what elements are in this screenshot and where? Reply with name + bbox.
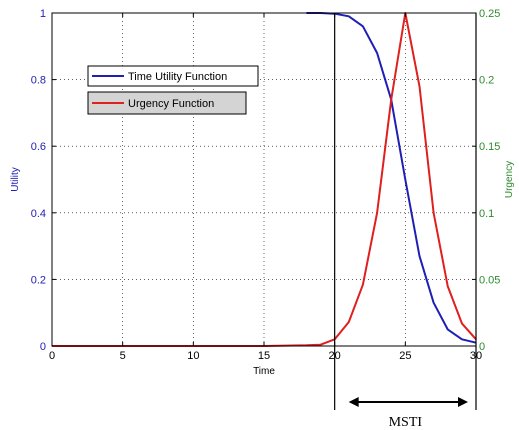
y-axis-left-label: Utility bbox=[10, 167, 21, 191]
y-right-tick-label: 0 bbox=[479, 341, 485, 353]
y-right-tick-label: 0.1 bbox=[479, 208, 494, 220]
series-line-urgency bbox=[52, 12, 477, 347]
x-tick-label: 0 bbox=[49, 350, 55, 362]
grid-lines bbox=[52, 13, 476, 346]
y-right-tick-label: 0.05 bbox=[479, 274, 500, 286]
y-left-tick-label: 1 bbox=[40, 8, 46, 20]
msti-arrowhead-right bbox=[458, 397, 468, 407]
series-layer bbox=[52, 12, 477, 347]
y-left-tick-label: 0.2 bbox=[31, 274, 46, 286]
msti-arrowhead-left bbox=[348, 397, 359, 407]
y-axis-right-label: Urgency bbox=[504, 161, 515, 198]
x-tick-label: 15 bbox=[258, 350, 270, 362]
legend-box-utility bbox=[87, 65, 259, 87]
y-left-tick-label: 0.6 bbox=[31, 141, 46, 153]
x-axis-label: Time bbox=[253, 366, 275, 377]
x-tick-label: 25 bbox=[399, 350, 411, 362]
y-left-tick-label: 0 bbox=[40, 341, 46, 353]
msti-annotation: MSTI bbox=[348, 397, 468, 430]
legend-box-urgency bbox=[87, 91, 247, 115]
msti-label: MSTI bbox=[389, 415, 423, 430]
y-right-tick-label: 0.25 bbox=[479, 8, 500, 20]
marker-lines bbox=[334, 13, 477, 410]
x-tick-label: 5 bbox=[120, 350, 126, 362]
legend-label-utility: Time Utility Function bbox=[128, 71, 227, 83]
x-tick-label: 10 bbox=[187, 350, 199, 362]
legend: Time Utility Function Urgency Function bbox=[87, 65, 259, 115]
y-right-tick-label: 0.15 bbox=[479, 141, 500, 153]
y-left-tick-label: 0.8 bbox=[31, 75, 46, 87]
y-right-tick-label: 0.2 bbox=[479, 75, 494, 87]
plot-frame bbox=[51, 12, 477, 347]
legend-label-urgency: Urgency Function bbox=[128, 98, 214, 110]
y-left-tick-label: 0.4 bbox=[31, 208, 46, 220]
